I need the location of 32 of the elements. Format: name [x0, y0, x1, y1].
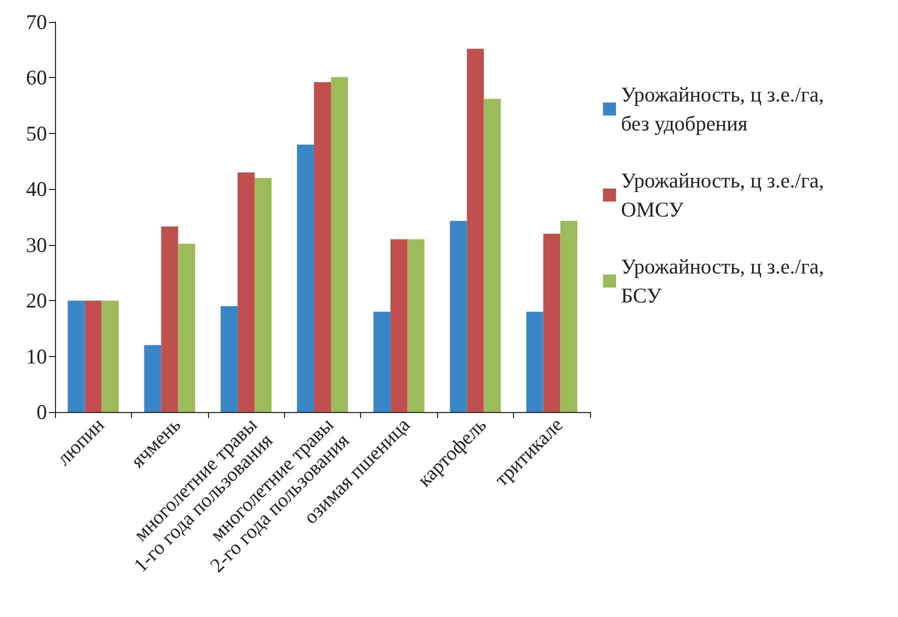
bar — [220, 306, 238, 412]
bar — [466, 48, 484, 412]
bar — [314, 82, 331, 412]
bar — [68, 300, 85, 412]
bar — [161, 226, 178, 412]
bar — [373, 312, 390, 412]
bar — [84, 300, 102, 412]
bar — [297, 144, 314, 412]
bar — [254, 178, 272, 412]
bar — [331, 77, 348, 412]
bar — [178, 244, 196, 412]
y-tick-label: 20 — [26, 288, 47, 313]
bar — [390, 239, 408, 412]
y-tick-label: 70 — [26, 10, 47, 34]
bar — [450, 220, 467, 412]
bar — [484, 98, 501, 412]
y-tick-label: 60 — [26, 66, 47, 90]
bar — [560, 220, 578, 412]
bar — [407, 239, 424, 412]
y-tick-label: 50 — [26, 121, 47, 146]
y-tick-label: 30 — [26, 232, 47, 257]
bar — [238, 172, 255, 412]
y-tick-label: 0 — [36, 400, 47, 424]
y-tick-label: 40 — [26, 177, 47, 202]
legend-label: Урожайность, ц з.е./га, ОМСУ — [621, 168, 824, 222]
legend-label: Урожайность, ц з.е./га, БСУ — [621, 254, 824, 308]
bar — [144, 345, 162, 412]
bar — [102, 300, 119, 412]
y-tick-label: 10 — [26, 344, 47, 368]
bar — [543, 234, 560, 412]
legend-label: Урожайность, ц з.е./га, без удобрения — [621, 82, 824, 136]
bar — [526, 312, 544, 412]
